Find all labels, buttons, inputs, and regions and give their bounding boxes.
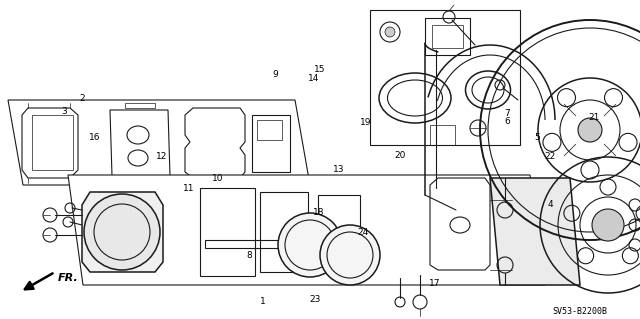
Polygon shape [68, 175, 545, 285]
Text: 22: 22 [545, 152, 556, 161]
Text: 3: 3 [61, 107, 67, 116]
Text: 10: 10 [212, 174, 223, 183]
Circle shape [320, 225, 380, 285]
Text: 16: 16 [89, 133, 100, 142]
Text: 2: 2 [79, 94, 84, 103]
Text: SV53-B2200B: SV53-B2200B [552, 307, 607, 315]
Text: 9: 9 [273, 70, 278, 79]
Text: 14: 14 [308, 74, 319, 83]
Text: 11: 11 [183, 184, 195, 193]
Text: 6: 6 [504, 117, 509, 126]
Circle shape [278, 213, 342, 277]
Text: 24: 24 [357, 228, 369, 237]
Text: 17: 17 [429, 279, 441, 288]
Text: FR.: FR. [58, 273, 79, 283]
Text: 21: 21 [588, 113, 600, 122]
Polygon shape [82, 192, 163, 272]
Circle shape [385, 27, 395, 37]
Circle shape [592, 209, 624, 241]
Text: 15: 15 [314, 65, 326, 74]
Circle shape [578, 118, 602, 142]
Circle shape [84, 194, 160, 270]
Text: 23: 23 [310, 295, 321, 304]
Polygon shape [8, 100, 310, 185]
Text: 1: 1 [260, 297, 265, 306]
Text: 4: 4 [548, 200, 553, 209]
Text: 13: 13 [333, 165, 345, 174]
Polygon shape [490, 178, 580, 285]
Text: 7: 7 [504, 109, 509, 118]
Text: 18: 18 [313, 208, 324, 217]
Text: 5: 5 [535, 133, 540, 142]
Text: 19: 19 [360, 118, 372, 127]
Text: 8: 8 [247, 251, 252, 260]
Text: 12: 12 [156, 152, 168, 161]
Text: 20: 20 [394, 151, 406, 160]
